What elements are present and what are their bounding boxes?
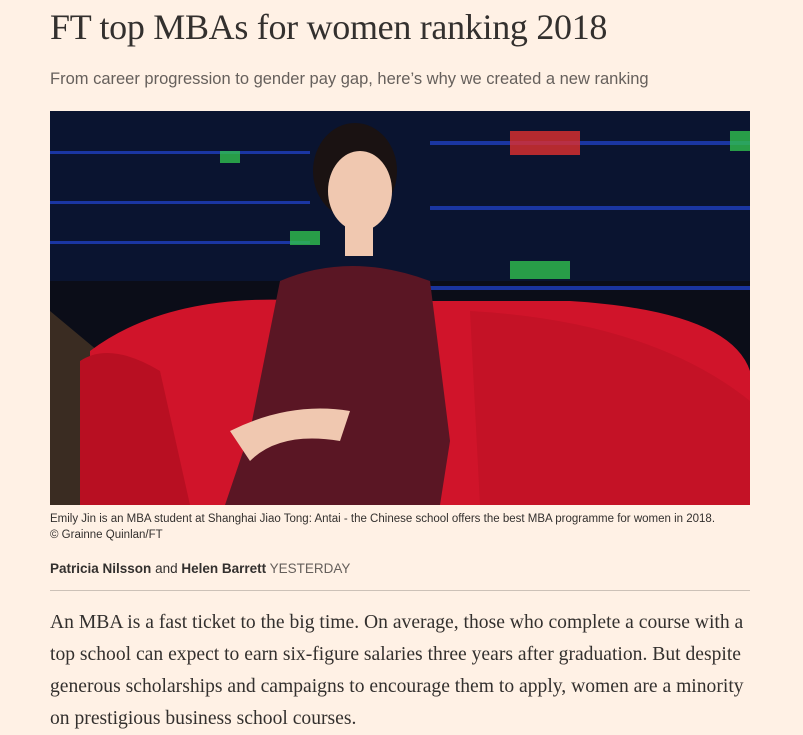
author[interactable]: Patricia Nilsson — [50, 561, 152, 576]
caption: Emily Jin is an MBA student at Shanghai … — [50, 511, 770, 543]
body-paragraph: An MBA is a fast ticket to the big time.… — [50, 612, 744, 729]
divider — [50, 590, 750, 591]
caption-text: Emily Jin is an MBA student at Shanghai … — [50, 513, 716, 525]
author[interactable]: Helen Barrett — [181, 561, 267, 576]
date: YESTERDAY — [269, 561, 351, 576]
standfirst: From career progression to gender pay ga… — [50, 70, 649, 88]
conjunction: and — [155, 561, 178, 576]
headline: FT top MBAs for women ranking 2018 — [50, 7, 608, 47]
byline: Patricia Nilsson and Helen Barrett YESTE… — [50, 561, 350, 576]
photo — [50, 111, 750, 505]
photo-credit: © Grainne Quinlan/FT — [50, 529, 163, 541]
